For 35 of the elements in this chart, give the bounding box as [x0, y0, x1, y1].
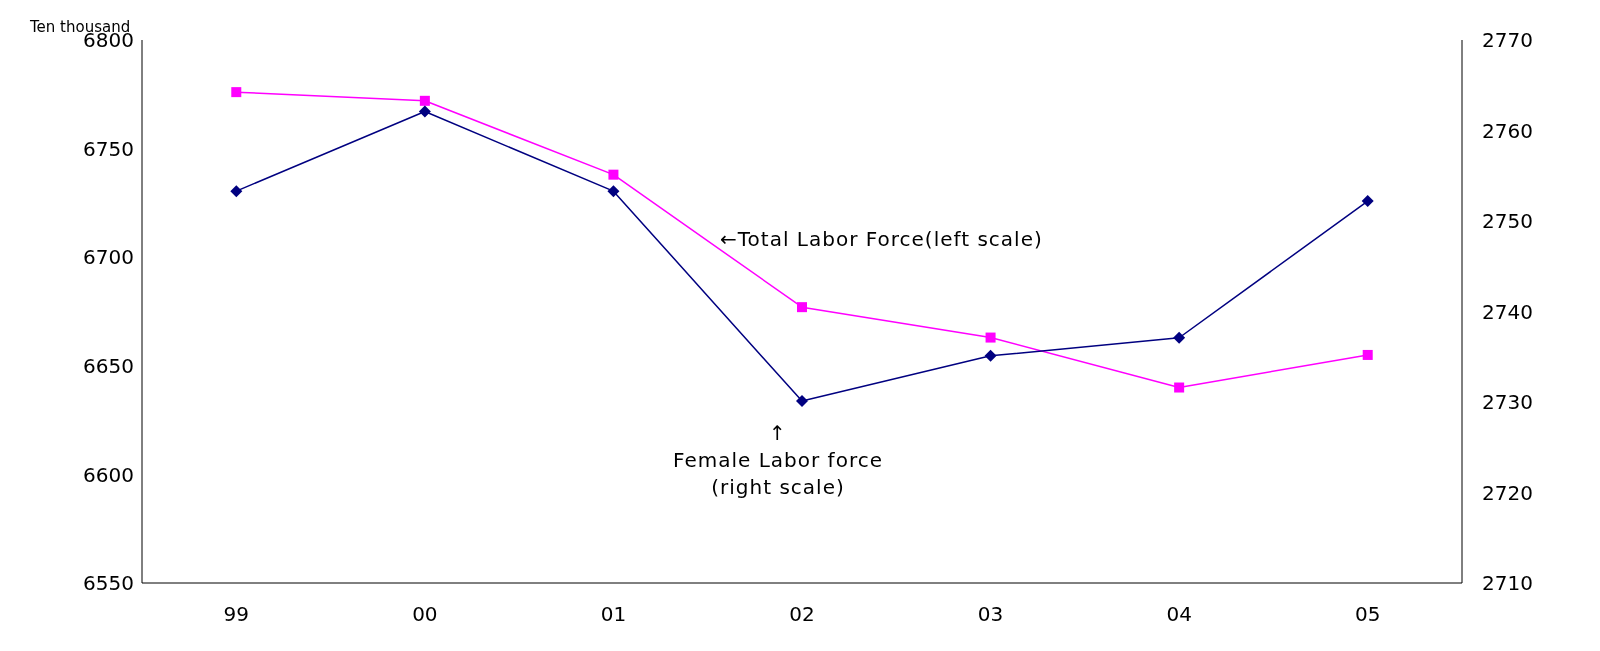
point	[1362, 349, 1373, 360]
point	[608, 169, 619, 180]
y2-tick-label: 2710	[1482, 571, 1533, 596]
x-tick-label: 04	[1166, 602, 1192, 627]
point	[1361, 195, 1374, 208]
point	[1174, 382, 1185, 393]
point	[418, 105, 431, 118]
y-tick-label: 6600	[83, 462, 134, 487]
y-tick-label: 6650	[83, 353, 134, 378]
x-tick-label: 05	[1354, 602, 1381, 627]
annotation: ←Total Labor Force(left scale)	[720, 226, 1043, 253]
point	[985, 332, 996, 343]
y2-tick-label: 2770	[1482, 28, 1533, 53]
x-tick-label: 01	[600, 602, 627, 627]
point	[419, 95, 430, 106]
point	[984, 349, 997, 362]
y-tick-label: 6700	[83, 245, 134, 270]
point	[607, 185, 620, 198]
point	[1173, 331, 1186, 344]
y2-tick-label: 2760	[1482, 118, 1533, 143]
y2-tick-label: 2730	[1482, 390, 1533, 415]
y2-tick-label: 2720	[1482, 480, 1533, 505]
annotation: ↑ Female Labor force (right scale)	[672, 420, 884, 501]
point	[797, 302, 807, 313]
x-tick-label: 00	[412, 602, 438, 627]
point	[230, 185, 243, 198]
x-tick-label: 99	[223, 602, 250, 627]
y-tick-label: 6550	[83, 571, 134, 596]
y-tick-label: 6750	[83, 136, 134, 161]
point	[231, 87, 242, 98]
point	[796, 395, 808, 408]
y2-tick-label: 2750	[1482, 209, 1533, 234]
y2-tick-label: 2740	[1482, 299, 1533, 324]
x-tick-label: 02	[789, 602, 815, 627]
x-tick-label: 03	[977, 602, 1004, 627]
